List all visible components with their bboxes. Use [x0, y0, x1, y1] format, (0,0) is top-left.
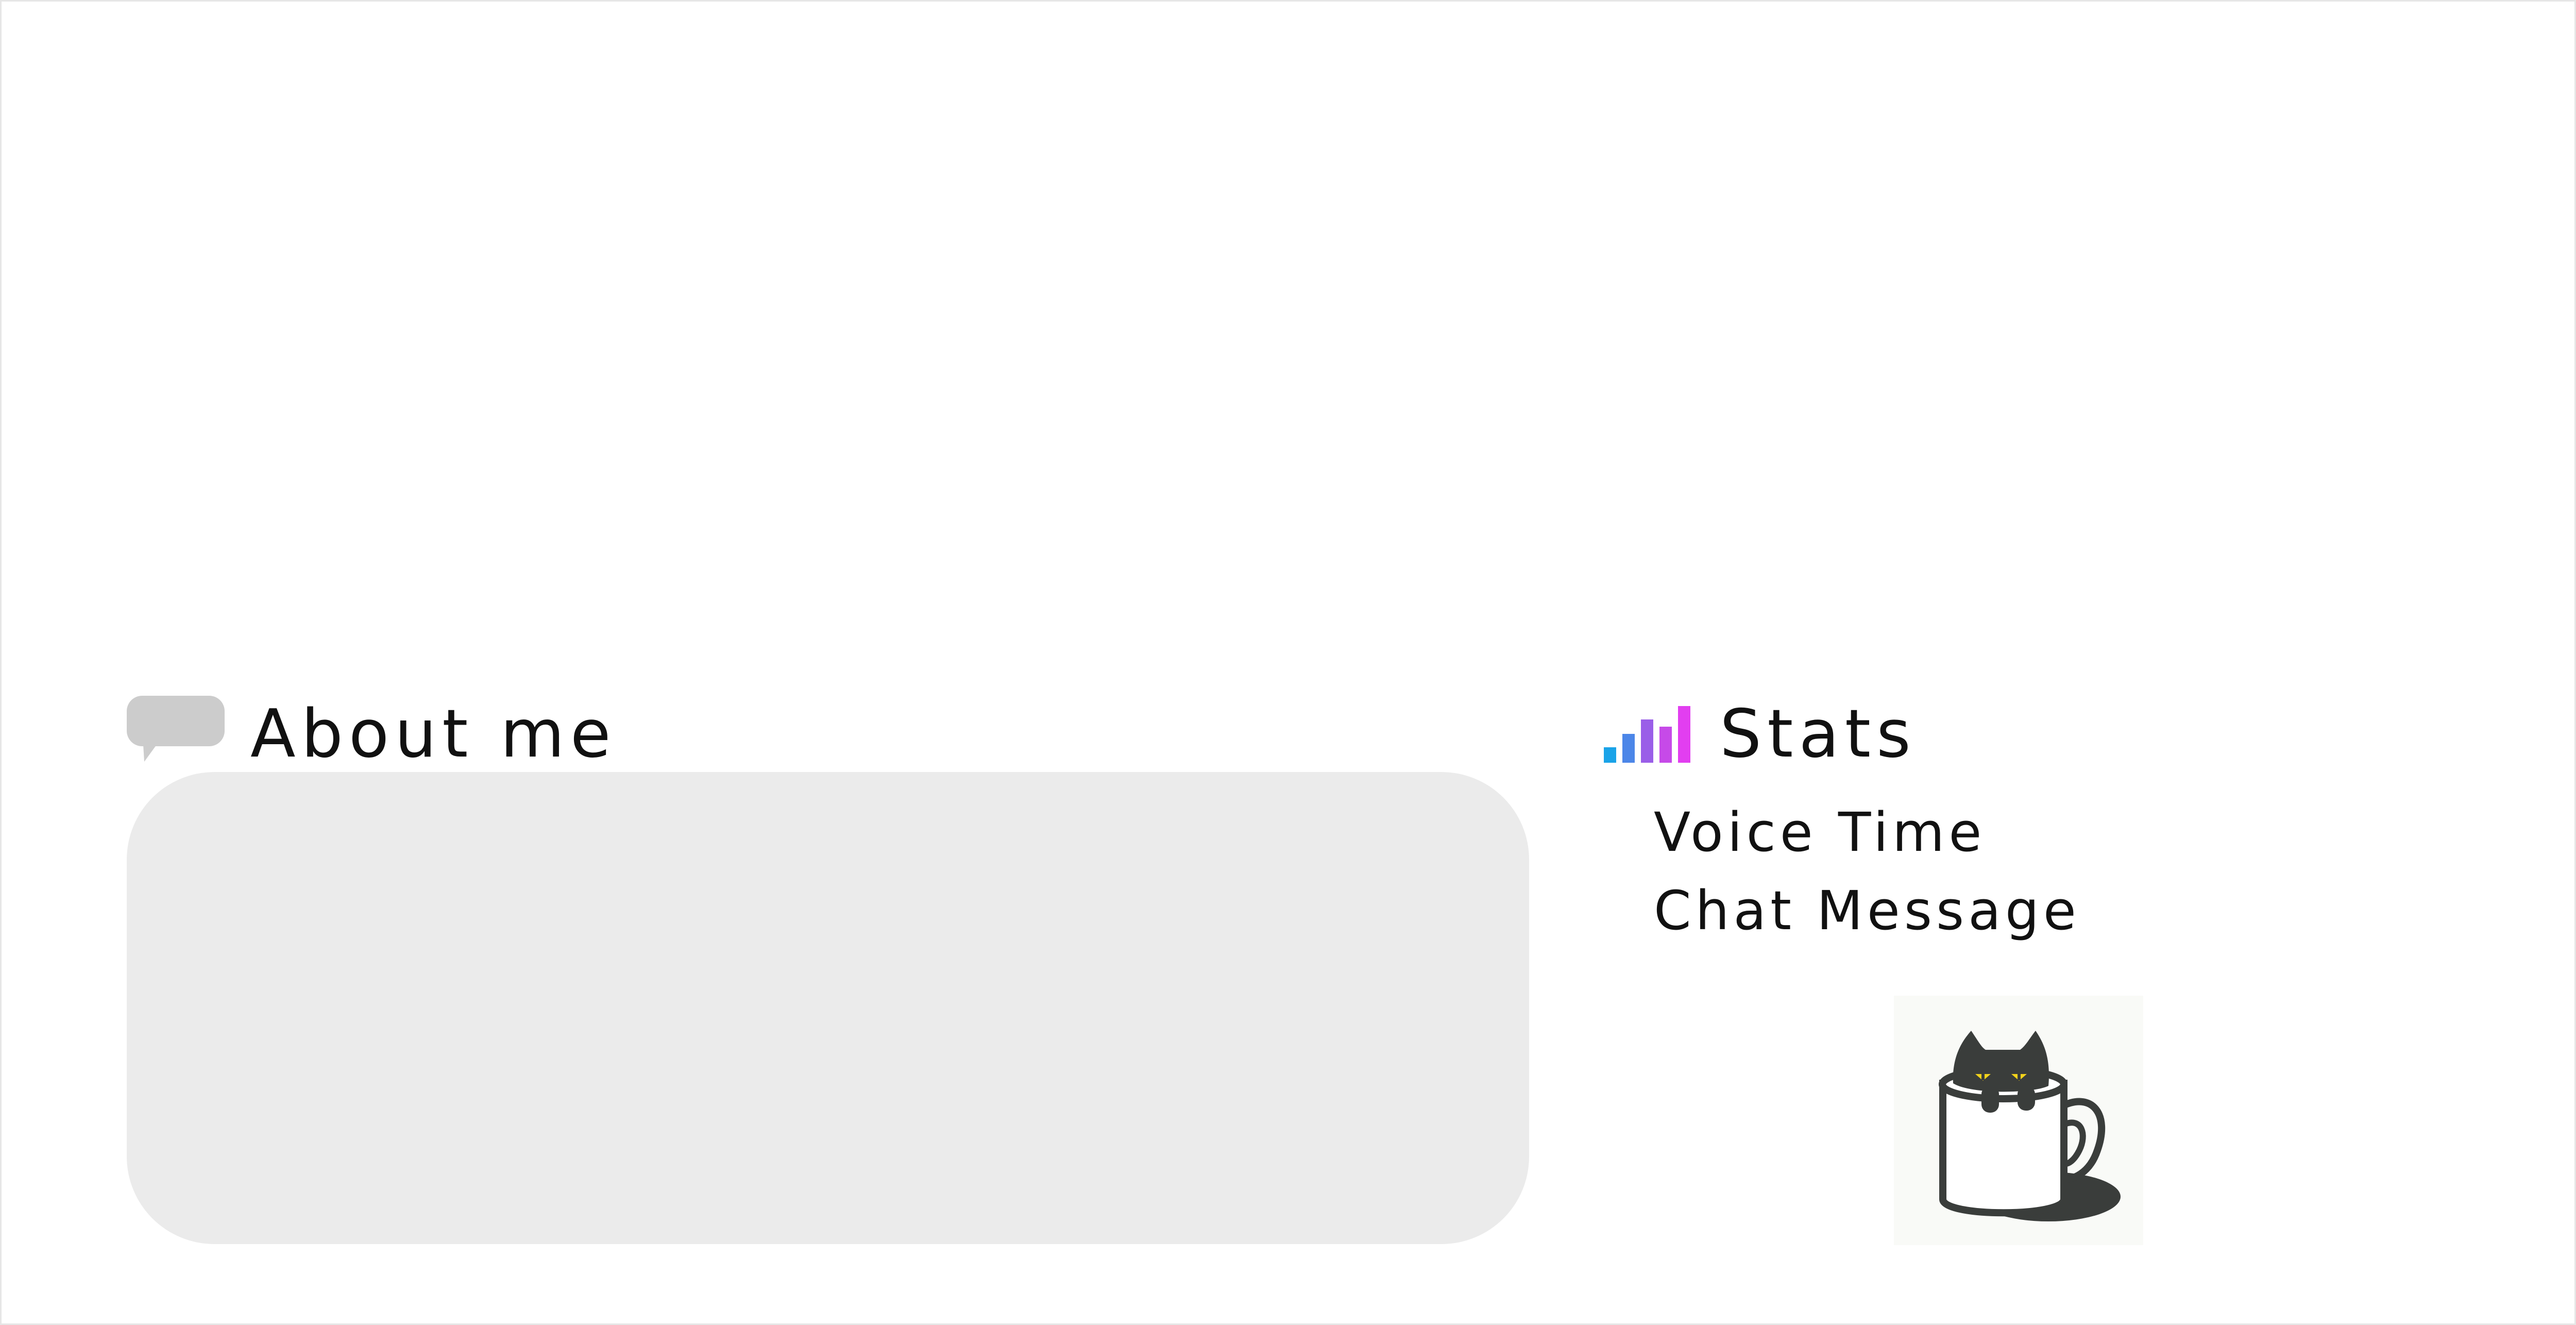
about-header: About me	[127, 696, 617, 773]
stat-voice-time: Voice Time	[1654, 801, 1986, 864]
cat-in-mug-icon	[1894, 996, 2143, 1245]
stat-chat-message: Chat Message	[1654, 879, 2080, 942]
stats-header: Stats	[1604, 696, 1917, 773]
about-text-box	[127, 772, 1529, 1244]
about-title: About me	[250, 696, 617, 773]
signal-bars-icon	[1604, 706, 1697, 763]
stats-title: Stats	[1720, 696, 1917, 773]
speech-bubble-icon	[127, 696, 225, 773]
